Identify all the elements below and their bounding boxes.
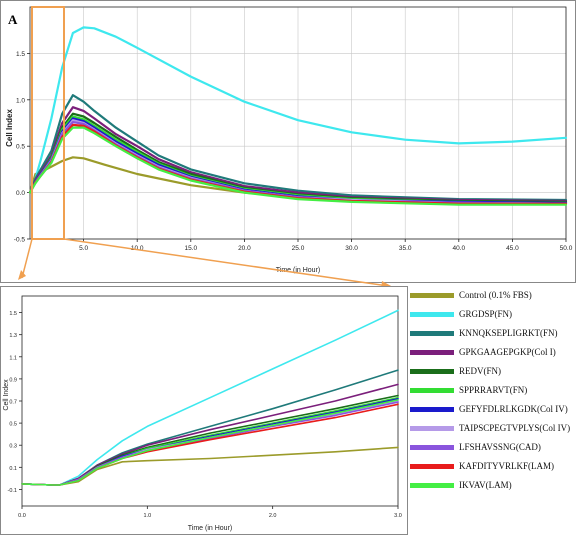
- legend-swatch: [410, 311, 454, 317]
- bottom-series-group: [21, 309, 399, 486]
- series-line-grgdsp-fn: [28, 26, 568, 194]
- top-axes: -0.5 0.0 0.5 1.0 1.5 5.0 10.0 15.0 20.0 25.0 30.0 3…: [14, 6, 573, 252]
- bottom-y-axis-title: Cell Index: [3, 379, 10, 411]
- legend-label: GRGDSP(FN): [459, 309, 513, 319]
- legend-label: SPPRRARVT(FN): [459, 385, 528, 395]
- y-tick-label: 1.1: [9, 355, 17, 361]
- legend-item: GRGDSP(FN): [410, 305, 512, 323]
- legend-label: TAIPSCPEGTVPLYS(Col IV): [459, 423, 571, 433]
- x-tick-label: 20.0: [238, 245, 251, 252]
- legend-item: IKVAV(LAM): [410, 476, 512, 494]
- legend-item: TAIPSCPEGTVPLYS(Col IV): [410, 419, 570, 437]
- zoom-connector-right: [63, 238, 389, 287]
- y-tick-label: 1.5: [16, 51, 25, 58]
- y-tick-label: 0.9: [9, 377, 17, 383]
- legend-swatch: [410, 406, 454, 412]
- bottom-axes: -0.1 0.1 0.3 0.5 0.7 0.9 1.1 1.3 1.5 0.0 1.0 2.0 3.0: [8, 295, 402, 519]
- x-tick-label: 2.0: [269, 513, 277, 519]
- panel-a-label: A: [8, 12, 18, 27]
- x-tick-label: 45.0: [506, 245, 519, 252]
- y-tick-label: 0.3: [9, 444, 17, 450]
- top-y-axis-title: Cell Index: [5, 109, 14, 147]
- y-tick-label: -0.1: [8, 488, 17, 494]
- zoom-arrowhead-left: [18, 270, 26, 280]
- legend-item: Control (0.1% FBS): [410, 286, 532, 304]
- legend-swatch: [410, 292, 454, 298]
- y-tick-label: 0.0: [16, 190, 25, 197]
- top-x-axis-title: Time (in Hour): [276, 267, 320, 274]
- y-tick-label: -0.5: [14, 237, 26, 244]
- x-tick-label: 35.0: [399, 245, 412, 252]
- y-tick-label: 1.0: [16, 97, 25, 104]
- y-tick-label: 0.5: [9, 422, 17, 428]
- legend-label: GPKGAAGEPGKP(Col I): [459, 347, 556, 357]
- legend-item: REDV(FN): [410, 362, 501, 380]
- series-line-ikvav-lam: [21, 399, 399, 486]
- legend-item: SPPRRARVT(FN): [410, 381, 527, 399]
- legend-label: REDV(FN): [459, 366, 501, 376]
- legend-item: LFSHAVSSNG(CAD): [410, 438, 541, 456]
- series-line-ikvav-lam: [28, 126, 568, 206]
- legend-item: KAFDITYVRLKF(LAM): [410, 457, 554, 475]
- legend-label: LFSHAVSSNG(CAD): [459, 442, 541, 452]
- x-tick-label: 30.0: [345, 245, 358, 252]
- x-tick-label: 10.0: [131, 245, 144, 252]
- legend-item: GEFYFDLRLKGDK(Col IV): [410, 400, 568, 418]
- x-tick-label: 25.0: [292, 245, 305, 252]
- x-tick-label: 3.0: [394, 513, 402, 519]
- legend-swatch: [410, 425, 454, 431]
- bottom-x-axis-title: Time (in Hour): [188, 525, 232, 532]
- y-tick-label: 1.5: [9, 311, 17, 317]
- top-series-group: [28, 26, 568, 206]
- legend-label: KAFDITYVRLKF(LAM): [459, 461, 554, 471]
- legend-label: Control (0.1% FBS): [459, 290, 532, 300]
- legend-swatch: [410, 368, 454, 374]
- y-tick-label: 0.5: [16, 144, 25, 151]
- panel-a-frame: [0, 0, 576, 283]
- legend-swatch: [410, 349, 454, 355]
- x-tick-label: 50.0: [560, 245, 573, 252]
- legend-label: KNNQKSEPLIGRKT(FN): [459, 328, 558, 338]
- legend-swatch: [410, 387, 454, 393]
- legend-item: GPKGAAGEPGKP(Col I): [410, 343, 556, 361]
- legend-swatch: [410, 330, 454, 336]
- legend-item: KNNQKSEPLIGRKT(FN): [410, 324, 558, 342]
- legend-swatch: [410, 482, 454, 488]
- legend-label: IKVAV(LAM): [459, 480, 512, 490]
- legend-swatch: [410, 444, 454, 450]
- x-tick-label: 15.0: [184, 245, 197, 252]
- legend-swatch: [410, 463, 454, 469]
- x-tick-label: 5.0: [79, 245, 88, 252]
- x-tick-label: 40.0: [452, 245, 465, 252]
- y-tick-label: 0.1: [9, 466, 17, 472]
- zoom-connector-left: [21, 238, 33, 279]
- y-tick-label: 0.7: [9, 400, 17, 406]
- y-tick-label: 1.3: [9, 333, 17, 339]
- zoom-highlight-box: [31, 6, 65, 240]
- x-tick-label: 0.0: [18, 513, 26, 519]
- legend-label: GEFYFDLRLKGDK(Col IV): [459, 404, 568, 414]
- series-line-knnqksepligrkt-fn: [28, 94, 568, 202]
- x-tick-label: 1.0: [144, 513, 152, 519]
